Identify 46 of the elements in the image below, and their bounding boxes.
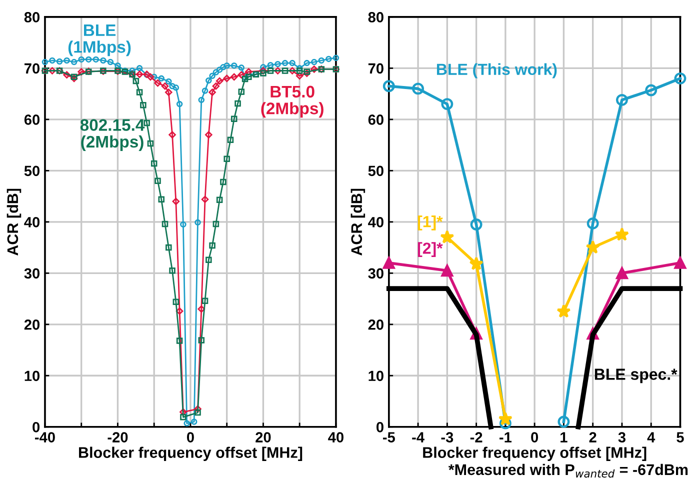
y-tick-label: 0 [32,422,40,432]
x-tick-label: 0 [186,432,194,442]
series-label: [1]* [418,215,443,230]
series-label: BLE (1Mbps) [68,24,131,56]
y-tick-label: 70 [368,63,384,74]
y-tick-label: 40 [24,217,40,228]
x-tick-label: 0 [531,432,538,442]
x-tick-label: 1 [560,432,568,442]
x-tick-label: 40 [328,432,344,442]
y-tick-label: 60 [368,114,384,125]
x-tick-label: -40 [35,432,55,442]
y-axis-title: ACR [dB] [6,188,22,256]
x-tick-label: -5 [382,432,395,442]
x-tick-label: 4 [647,432,656,442]
y-tick-label: 10 [24,370,40,382]
y-tick-label: 10 [368,370,384,382]
x-tick-label: 20 [256,432,271,442]
y-tick-label: 70 [24,63,40,74]
series-label: [2]* [418,242,443,258]
x-axis-title: Blocker frequency offset [MHz] [79,446,302,461]
x-tick-label: -2 [470,432,482,442]
x-axis-title: Blocker frequency offset [MHz] [423,446,646,461]
x-tick-label: -4 [412,432,424,442]
y-tick-label: 50 [24,166,40,176]
series-label: BLE spec.* [594,368,678,384]
x-tick-label: -3 [441,432,454,442]
series-label: 802.15.4 (2Mbps) [80,119,145,151]
y-tick-label: 0 [376,422,384,432]
y-tick-label: 80 [24,12,40,22]
text: *Measured with P$_{wanted}$ = -67dBm [448,464,688,478]
y-tick-label: 30 [24,268,40,279]
y-tick-label: 20 [24,320,40,330]
x-tick-label: -20 [108,432,128,442]
x-tick-label: 3 [618,432,626,442]
y-tick-label: 30 [368,268,384,279]
series-label: BLE (This work) [436,63,557,78]
x-tick-label: 5 [676,432,684,442]
y-tick-label: 40 [368,217,384,228]
series-label: BT5.0 (2Mbps) [261,86,324,118]
y-tick-label: 50 [368,166,384,176]
x-tick-label: 2 [589,432,596,442]
y-axis-title: ACR [dB] [350,188,366,256]
y-tick-label: 60 [24,114,40,125]
x-tick-label: -1 [500,432,512,442]
y-tick-label: 80 [368,12,384,22]
y-tick-label: 20 [368,320,384,330]
